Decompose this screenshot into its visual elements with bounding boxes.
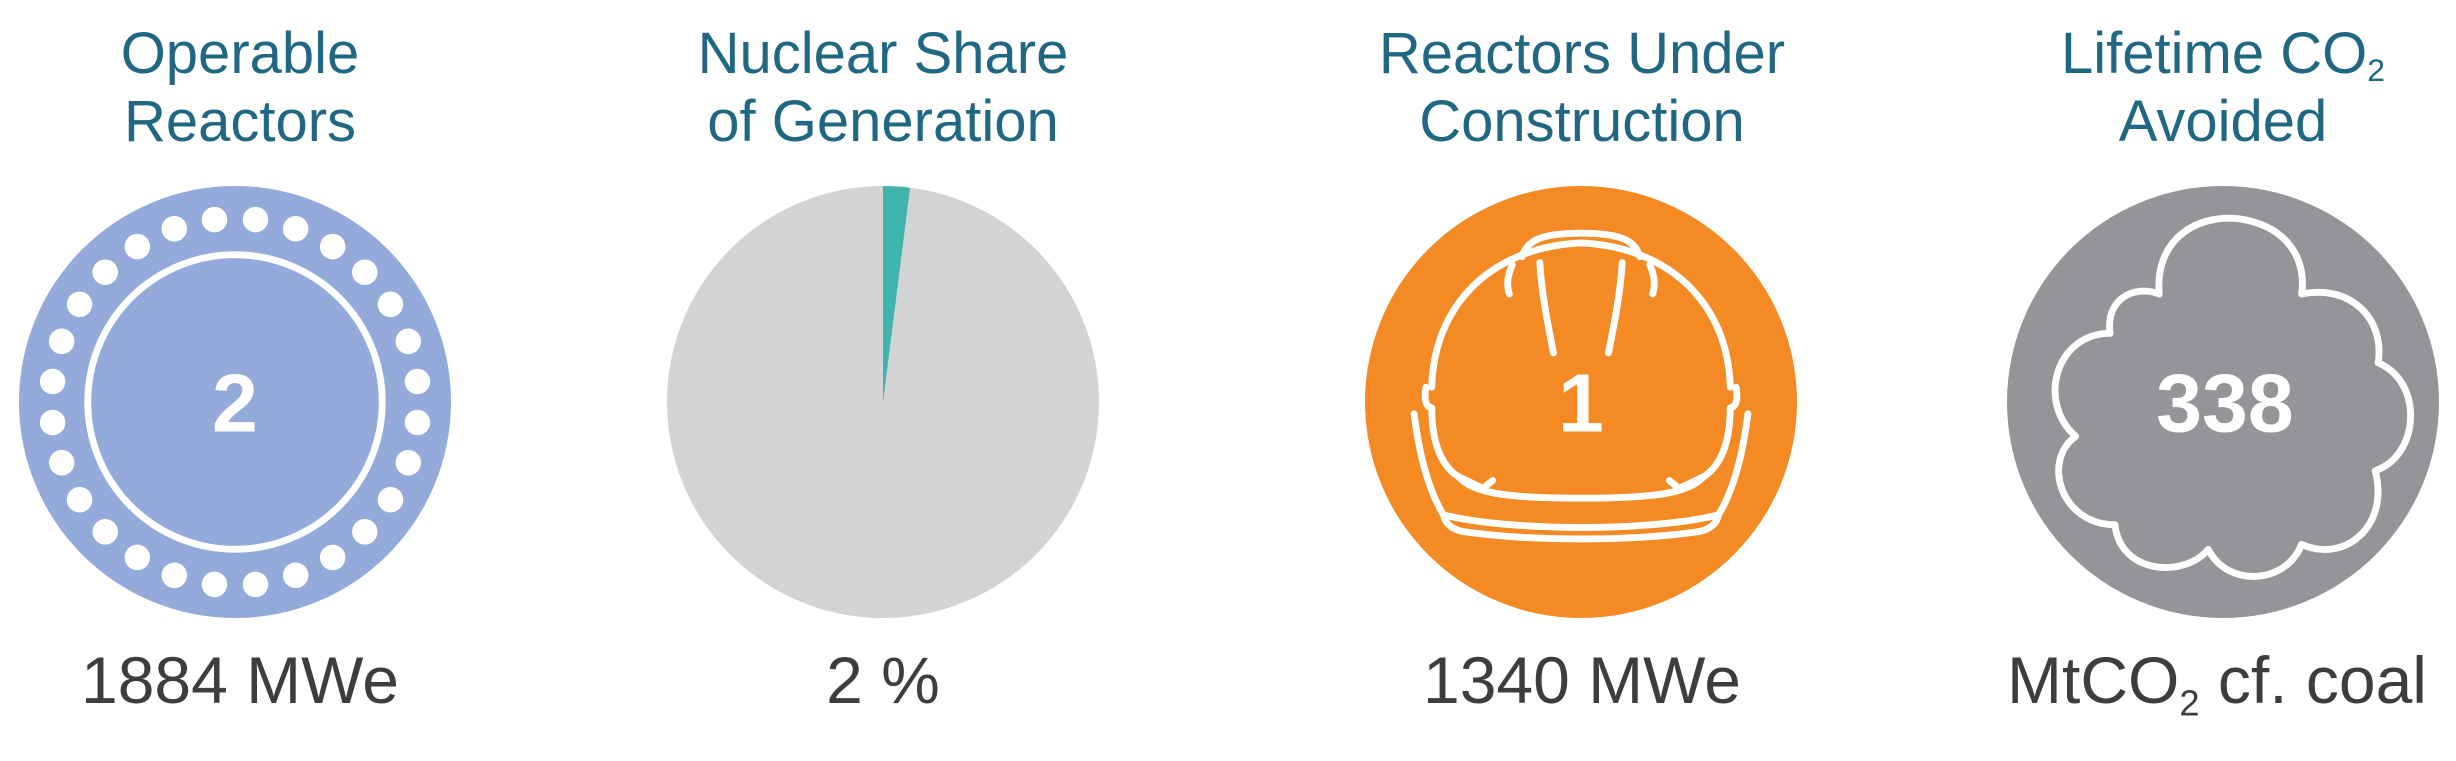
title-line: Reactors Under: [1378, 21, 1786, 86]
reactor-dot: [377, 291, 404, 318]
reactor-inner-ring: [84, 251, 386, 553]
cloud-icon: [2051, 214, 2414, 580]
nuclear-share-pie: [667, 186, 1099, 618]
hard-hat-icon: [1410, 229, 1752, 543]
reactor-dot: [395, 328, 422, 355]
construction-badge: 1: [1365, 186, 1797, 618]
co2-title-main: Lifetime CO: [2061, 21, 2368, 86]
reactor-dot: [161, 215, 188, 242]
title-line: Construction: [1419, 89, 1745, 154]
reactor-dot: [48, 328, 75, 355]
operable-reactors-count: 2: [212, 357, 258, 449]
construction-title: Reactors Under Construction: [1322, 20, 1842, 156]
reactor-dot: [39, 368, 66, 395]
nuclear-share-panel: Nuclear Share of Generation 2 %: [623, 0, 1143, 761]
construction-disc: [1365, 186, 1797, 618]
operable-reactors-panel: Operable Reactors 2 1884 MWe: [0, 0, 500, 761]
reactor-dot: [124, 233, 151, 260]
reactor-dot: [66, 486, 93, 513]
reactor-dot: [352, 259, 378, 285]
reactor-dot: [282, 562, 309, 589]
reactor-dot: [319, 233, 346, 260]
reactor-ring-icon: 2: [19, 186, 451, 618]
reactor-dot: [404, 368, 431, 395]
title-line: Lifetime CO2: [1963, 20, 2456, 88]
reactor-dots: [39, 206, 431, 598]
reactor-dot: [124, 544, 151, 571]
reactor-dot: [92, 259, 118, 285]
co2-caption-sub: 2: [2179, 682, 2200, 724]
reactor-dot: [319, 544, 346, 571]
reactor-dot: [39, 409, 66, 436]
reactor-dot: [242, 571, 269, 598]
title-line: Nuclear Share: [697, 21, 1069, 86]
co2-amount: 338: [2156, 357, 2294, 449]
construction-count: 1: [1558, 357, 1604, 449]
title-line: Reactors: [123, 89, 357, 154]
reactor-dot: [404, 409, 431, 436]
reactor-outer-disc: [19, 186, 451, 618]
construction-panel: Reactors Under Construction: [1322, 0, 1842, 761]
title-line: Avoided: [2118, 89, 2328, 154]
co2-title-sub: 2: [2367, 51, 2385, 88]
construction-capacity: 1340 MWe: [1423, 643, 1741, 717]
reactor-dot: [201, 571, 228, 598]
co2-title: Lifetime CO2 Avoided: [1963, 20, 2456, 156]
operable-reactors-capacity: 1884 MWe: [81, 643, 399, 717]
co2-caption-rest: cf. coal: [2199, 643, 2427, 717]
reactor-dot: [161, 562, 188, 589]
nuclear-share-title: Nuclear Share of Generation: [623, 20, 1143, 156]
reactor-dot: [201, 206, 228, 233]
co2-caption: MtCO2 cf. coal: [1957, 640, 2456, 721]
reactor-dot: [92, 519, 118, 545]
nuclear-share-value: 2 %: [826, 643, 940, 717]
operable-reactors-title: Operable Reactors: [0, 20, 500, 156]
reactor-dot: [352, 519, 378, 545]
reactor-dot: [66, 291, 93, 318]
title-line: Operable: [120, 21, 360, 86]
reactor-dot: [395, 449, 422, 476]
reactor-dot: [242, 206, 269, 233]
co2-badge: 338: [2007, 186, 2439, 618]
pie-slice-nuclear: [883, 186, 911, 402]
reactor-dot: [282, 215, 309, 242]
co2-caption-main: MtCO: [2007, 643, 2180, 717]
co2-panel: Lifetime CO2 Avoided 338 MtCO2 cf. coal: [1963, 0, 2456, 761]
reactor-dot: [48, 449, 75, 476]
title-line: of Generation: [707, 89, 1059, 154]
reactor-dot: [377, 486, 404, 513]
